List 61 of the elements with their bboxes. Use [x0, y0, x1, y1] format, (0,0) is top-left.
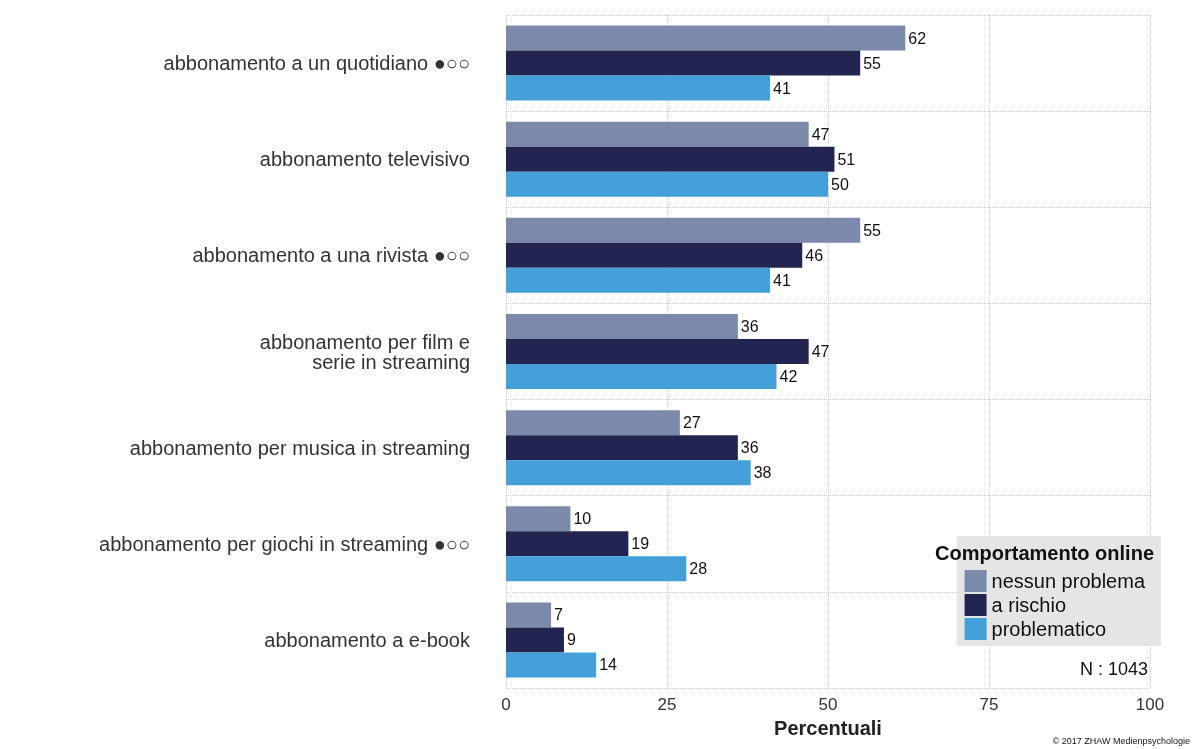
- data-label: 36: [740, 439, 759, 457]
- x-tick-label: 25: [657, 695, 677, 714]
- y-tick-label: abbonamento per film e serie in streaming: [259, 330, 470, 373]
- bar: [506, 171, 828, 197]
- data-label: 42: [779, 368, 798, 385]
- data-label: 38: [753, 464, 772, 482]
- bar: [506, 217, 861, 243]
- data-label: 19: [631, 535, 650, 553]
- data-label: 27: [682, 414, 701, 432]
- data-label: 9: [566, 631, 576, 649]
- bar: [506, 652, 597, 678]
- data-label: 47: [811, 125, 830, 143]
- data-label: 62: [908, 29, 927, 47]
- y-tick-label: abbonamento per giochi in streaming ●○○: [99, 532, 470, 555]
- data-label: 28: [689, 560, 708, 578]
- x-tick-label: 75: [979, 695, 999, 714]
- data-label: 47: [811, 343, 830, 360]
- bar: [506, 50, 861, 76]
- annotation: N : 1043: [1079, 659, 1148, 679]
- bar: [506, 410, 680, 436]
- data-label: 46: [805, 246, 824, 264]
- data-label: 10: [573, 510, 592, 528]
- text: © 2017 ZHAW Medienpsychologie: [1052, 735, 1191, 746]
- y-tick-label: abbonamento televisivo: [259, 148, 470, 171]
- data-label: 7: [554, 606, 564, 624]
- bar: [506, 25, 906, 51]
- bar: [506, 364, 777, 389]
- data-label: 51: [837, 150, 856, 168]
- y-tick-label: abbonamento a una rivista ●○○: [192, 244, 470, 267]
- bar: [506, 267, 771, 293]
- legend-label: problematico: [991, 618, 1107, 640]
- bar: [506, 556, 687, 582]
- y-tick-label: abbonamento a e-book: [264, 628, 471, 651]
- legend-label: nessun problema: [991, 570, 1146, 592]
- bar: [506, 460, 751, 486]
- bar: [506, 531, 629, 557]
- bar: [506, 146, 835, 172]
- bar: [506, 121, 809, 147]
- bar: [506, 627, 564, 653]
- data-label: 55: [863, 221, 882, 239]
- bar: [506, 506, 571, 532]
- y-tick-label: abbonamento per musica in streaming: [129, 436, 470, 459]
- data-label: 36: [740, 318, 759, 335]
- x-tick-label: 50: [818, 695, 838, 714]
- x-axis-title: Percentuali: [774, 717, 882, 739]
- legend-label: a rischio: [991, 594, 1067, 616]
- bar: [506, 75, 771, 101]
- data-label: 41: [773, 271, 791, 289]
- data-label: 41: [773, 79, 791, 97]
- bar: [506, 602, 552, 628]
- x-tick-label: 100: [1135, 695, 1165, 714]
- data-label: 14: [599, 656, 618, 674]
- legend-title: Comportamento online: [935, 542, 1154, 564]
- data-label: 55: [863, 54, 882, 72]
- bar: [506, 314, 738, 339]
- bar: [506, 435, 738, 461]
- y-tick-label: abbonamento a un quotidiano ●○○: [163, 52, 470, 75]
- x-tick-label: 0: [501, 695, 511, 714]
- bar: [506, 339, 809, 364]
- data-label: 50: [831, 175, 849, 193]
- bar: [506, 242, 803, 268]
